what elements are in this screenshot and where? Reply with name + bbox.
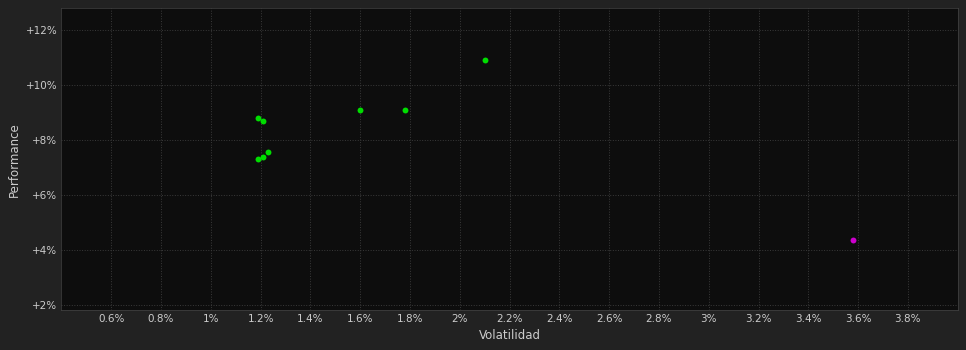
Point bbox=[255, 154, 270, 159]
Point bbox=[250, 156, 266, 162]
Y-axis label: Performance: Performance bbox=[9, 122, 21, 197]
Point bbox=[353, 107, 368, 113]
Point bbox=[397, 107, 412, 113]
Point bbox=[477, 58, 493, 63]
Point bbox=[260, 150, 275, 155]
X-axis label: Volatilidad: Volatilidad bbox=[478, 329, 541, 342]
Point bbox=[845, 238, 861, 243]
Point bbox=[250, 116, 266, 121]
Point bbox=[255, 118, 270, 124]
